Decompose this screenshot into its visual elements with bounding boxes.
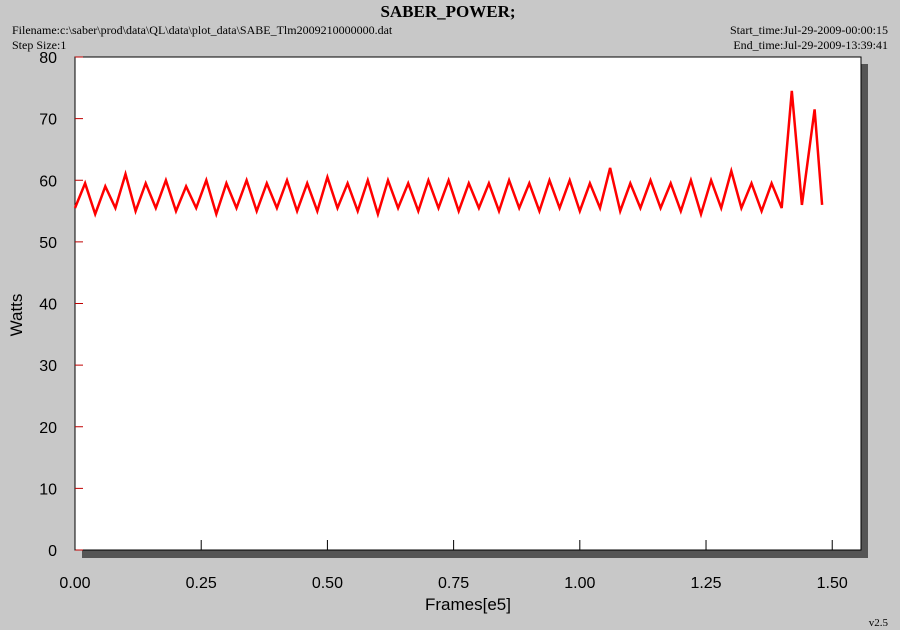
x-tick-label: 0.75 (438, 575, 469, 592)
x-tick-label: 1.25 (690, 575, 721, 592)
step-size: Step Size:1 (12, 38, 66, 52)
y-tick-label: 40 (39, 297, 57, 314)
x-tick-label: 1.50 (817, 575, 848, 592)
y-tick-label: 50 (39, 235, 57, 252)
y-axis-label: Watts (7, 294, 26, 337)
filename: Filename:c:\saber\prod\data\QL\data\plot… (12, 23, 393, 37)
y-tick-label: 20 (39, 420, 57, 437)
x-axis-label: Frames[e5] (425, 595, 511, 614)
y-tick-label: 10 (39, 481, 57, 498)
y-tick-label: 60 (39, 173, 57, 190)
x-tick-label: 0.50 (312, 575, 343, 592)
plot-area (74, 56, 862, 551)
chart-title: SABER_POWER; (380, 2, 515, 21)
version: v2.5 (869, 617, 889, 629)
x-tick-label: 0.25 (186, 575, 217, 592)
y-tick-label: 0 (48, 543, 57, 560)
data-line (73, 90, 824, 219)
y-tick-label: 80 (39, 50, 57, 67)
start-time: Start_time:Jul-29-2009-00:00:15 (730, 23, 888, 37)
y-tick-label: 30 (39, 358, 57, 375)
x-tick-label: 1.00 (564, 575, 595, 592)
x-tick-label: 0.00 (59, 575, 90, 592)
y-tick-label: 70 (39, 112, 57, 129)
end-time: End_time:Jul-29-2009-13:39:41 (733, 38, 888, 52)
